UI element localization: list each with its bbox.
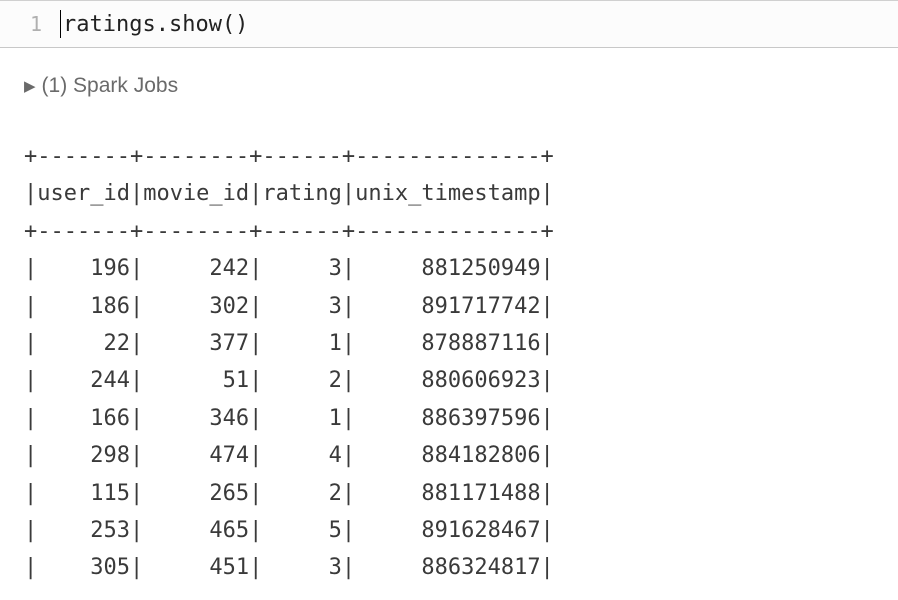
line-number: 1 bbox=[30, 12, 42, 36]
spark-jobs-toggle[interactable]: ▶ (1) Spark Jobs bbox=[24, 68, 874, 116]
line-number-gutter: 1 bbox=[0, 1, 60, 47]
text-cursor bbox=[60, 10, 61, 38]
code-text[interactable]: ratings.show() bbox=[63, 12, 248, 37]
output-area: ▶ (1) Spark Jobs +-------+--------+-----… bbox=[0, 48, 898, 587]
disclosure-triangle-icon: ▶ bbox=[24, 77, 36, 95]
code-cell[interactable]: 1 ratings.show() bbox=[0, 0, 898, 48]
code-editor-area[interactable]: ratings.show() bbox=[60, 1, 898, 47]
ascii-table-output: +-------+--------+------+--------------+… bbox=[24, 138, 874, 587]
spark-jobs-label: (1) Spark Jobs bbox=[42, 74, 179, 98]
